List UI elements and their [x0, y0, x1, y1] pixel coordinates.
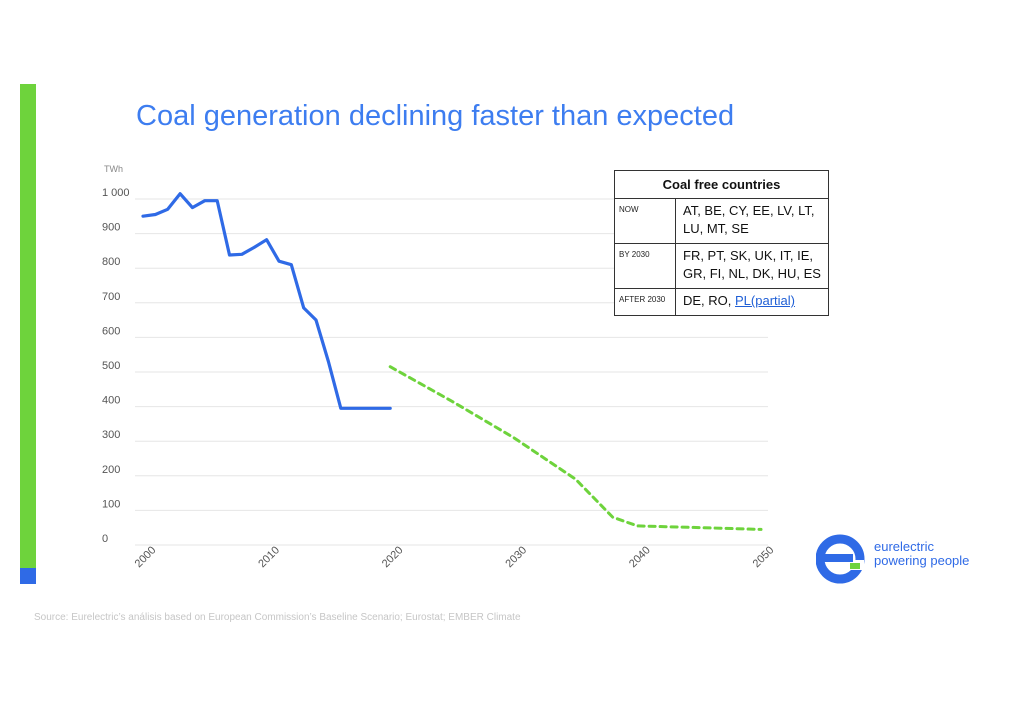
y-tick-label: 400 — [102, 395, 120, 407]
y-tick-label: 100 — [102, 498, 120, 510]
table-header: Coal free countries — [615, 171, 828, 199]
y-tick-label: 900 — [102, 222, 120, 234]
x-axis-ticks: 2000 2010 2020 2030 2040 2050 — [133, 544, 777, 570]
y-tick-label: 800 — [102, 256, 120, 268]
logo-tagline: powering people — [874, 553, 970, 568]
y-tick-label: 200 — [102, 464, 120, 476]
x-tick-label: 2040 — [627, 544, 653, 570]
row-label-now: NOW — [615, 199, 676, 243]
series-line-projection — [388, 365, 763, 531]
row-label-after-2030: AFTER 2030 — [615, 289, 676, 315]
series-line-historic — [141, 192, 392, 410]
logo-wordmark: eurelectric — [874, 539, 934, 554]
table-row: NOW AT, BE, CY, EE, LV, LT, LU, MT, SE — [615, 199, 828, 244]
y-tick-label: 600 — [102, 325, 120, 337]
page-title: Coal generation declining faster than ex… — [136, 100, 735, 132]
eurelectric-logo: eurelectric powering people — [815, 534, 986, 584]
y-tick-label: 1 000 — [102, 187, 130, 199]
accent-bar-green — [20, 84, 36, 568]
source-note: Source: Eurelectric’s análisis based on … — [34, 612, 521, 623]
table-row: BY 2030 FR, PT, SK, UK, IT, IE, GR, FI, … — [615, 244, 828, 289]
x-tick-label: 2030 — [503, 544, 529, 570]
row-value-now: AT, BE, CY, EE, LV, LT, LU, MT, SE — [683, 203, 815, 236]
y-tick-label: 300 — [102, 429, 120, 441]
accent-bar-blue — [20, 568, 36, 584]
pl-partial-link[interactable]: PL(partial) — [735, 293, 795, 308]
y-tick-label: 500 — [102, 360, 120, 372]
after-2030-countries: DE, RO, — [683, 293, 736, 308]
eurelectric-logo-icon — [815, 534, 865, 584]
x-tick-label: 2020 — [380, 544, 406, 570]
x-tick-label: 2050 — [751, 544, 777, 570]
x-tick-label: 2010 — [256, 544, 282, 570]
y-tick-label: 0 — [102, 533, 108, 545]
table-row: AFTER 2030 DE, RO, PL(partial) — [615, 289, 828, 315]
x-tick-label: 2000 — [133, 544, 159, 570]
row-value-by-2030: FR, PT, SK, UK, IT, IE, GR, FI, NL, DK, … — [683, 248, 821, 281]
y-axis-unit: TWh — [104, 164, 123, 174]
y-tick-label: 700 — [102, 291, 120, 303]
coal-free-countries-table: Coal free countries NOW AT, BE, CY, EE, … — [614, 170, 829, 316]
row-label-by-2030: BY 2030 — [615, 244, 676, 288]
chart-series — [141, 192, 763, 531]
row-value-after-2030: DE, RO, PL(partial) — [676, 289, 828, 315]
